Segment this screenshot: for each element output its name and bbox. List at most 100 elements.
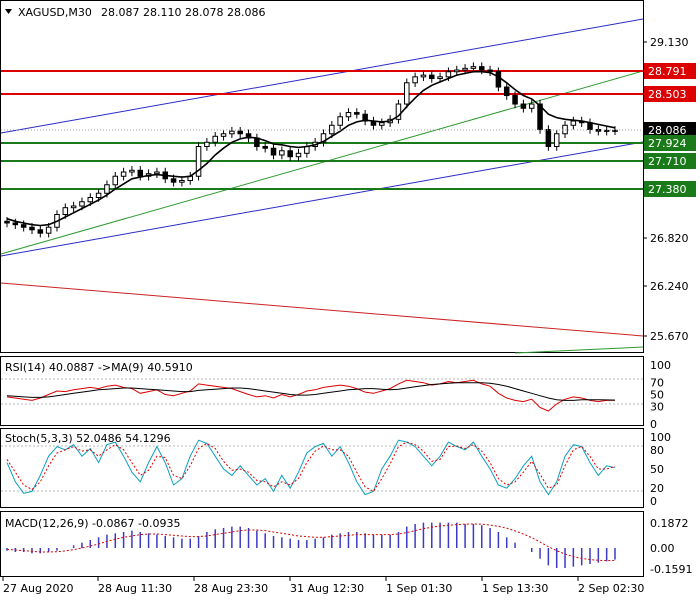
time-tick-label: 2 Sep 02:30	[578, 582, 644, 595]
candle	[254, 133, 260, 151]
green-bottom-line	[514, 346, 644, 354]
candle	[154, 167, 160, 178]
time-tick-label: 28 Aug 11:30	[98, 582, 172, 595]
candle-body	[495, 71, 502, 88]
candle-body	[537, 103, 543, 131]
candle	[429, 70, 435, 83]
rsi-pane-frame	[0, 356, 644, 426]
candle	[12, 218, 19, 229]
rsi-ma-line	[6, 382, 616, 401]
macd-axis: 0.1872 0.00 -0.1591	[650, 517, 692, 576]
candle	[520, 99, 527, 113]
rsi-tick-label: 30	[650, 400, 664, 413]
candle	[362, 109, 368, 126]
candle	[262, 142, 268, 153]
candle-body	[95, 192, 102, 198]
price-tick-label: 26.820	[650, 232, 689, 245]
macd-tick-label: 0.1872	[650, 517, 689, 530]
symbol-label: XAGUSD,M30	[18, 6, 92, 19]
rsi-tick-label: 0	[650, 418, 657, 431]
candle-body	[212, 135, 218, 143]
candle-body	[445, 71, 452, 78]
candle	[212, 132, 218, 147]
candle	[528, 99, 535, 113]
price-tick-label: 26.240	[650, 280, 689, 293]
candle-body	[62, 207, 69, 215]
level-tag	[644, 135, 696, 151]
macd-pane: MACD(12,26,9) -0.0867 -0.0935	[5, 517, 616, 569]
pane-frames	[0, 0, 644, 577]
candle-body	[195, 146, 202, 177]
candle	[129, 166, 135, 177]
candle-body	[129, 169, 135, 173]
rsi-tick-label: 100	[650, 359, 671, 372]
time-tick-label: 31 Aug 12:30	[290, 582, 364, 595]
candle-body	[12, 222, 19, 226]
candle-body	[79, 201, 85, 207]
candle-body	[354, 112, 360, 115]
candle	[603, 126, 610, 136]
candle	[204, 138, 210, 151]
triangle-down-icon[interactable]	[5, 9, 12, 14]
candle-body	[437, 76, 443, 80]
macd-tick-label: -0.1591	[650, 563, 692, 576]
candle	[304, 142, 310, 158]
candle-body	[570, 120, 577, 126]
level-tag-label: 28.791	[648, 65, 687, 78]
moving-average-line	[6, 70, 616, 227]
stoch-pane-frame	[0, 428, 644, 508]
level-tag-label: 27.380	[648, 183, 687, 196]
candle-body	[462, 67, 468, 71]
candle-body	[287, 150, 293, 158]
level-tag	[644, 63, 696, 79]
stoch-tick-label: 100	[650, 431, 671, 444]
candle-body	[104, 184, 110, 194]
stoch-signal-line	[6, 441, 616, 493]
candle	[512, 91, 518, 109]
candle-body	[453, 69, 460, 73]
rsi-line	[6, 379, 616, 412]
level-tag	[644, 86, 696, 102]
candle-body	[337, 116, 343, 126]
candle	[279, 146, 285, 160]
candle	[195, 142, 202, 181]
time-tick-label: 27 Aug 2020	[3, 582, 73, 595]
level-tag	[644, 153, 696, 169]
candle-body	[237, 130, 243, 135]
price-axis: 29.13028.528.08626.82026.24025.67028.791…	[643, 36, 696, 343]
candle-body	[503, 86, 510, 97]
candle-body	[528, 103, 535, 109]
candle	[570, 116, 577, 130]
macd-title: MACD(12,26,9) -0.0867 -0.0935	[5, 517, 180, 530]
candle-body	[545, 129, 552, 148]
candle-body	[478, 66, 485, 71]
candle-body	[120, 171, 127, 177]
candle	[179, 176, 185, 187]
candle-body	[112, 175, 119, 186]
price-tick-label: 29.130	[650, 36, 689, 49]
candle	[229, 126, 235, 139]
candle	[295, 149, 302, 161]
candle-body	[204, 141, 210, 148]
time-tick-label: 1 Sep 01:30	[386, 582, 452, 595]
ohlc-values: 28.087 28.110 28.078 28.086	[101, 6, 265, 19]
macd-histogram	[6, 522, 616, 569]
candle-body	[70, 205, 77, 209]
macd-tick-label: 0.00	[650, 542, 675, 555]
candle-body	[603, 129, 610, 132]
candle-body	[487, 69, 493, 73]
candle	[245, 129, 252, 143]
red-descending-line	[0, 282, 644, 337]
trend-lines	[0, 18, 644, 354]
level-tag-label: 27.710	[648, 155, 687, 168]
candle-body	[45, 226, 52, 234]
candle	[345, 108, 352, 122]
candle	[453, 65, 460, 76]
current-price-label: 28.086	[648, 124, 687, 137]
rsi-tick-label: 70	[650, 377, 664, 390]
candle-body	[29, 226, 35, 231]
candlesticks	[4, 62, 618, 238]
